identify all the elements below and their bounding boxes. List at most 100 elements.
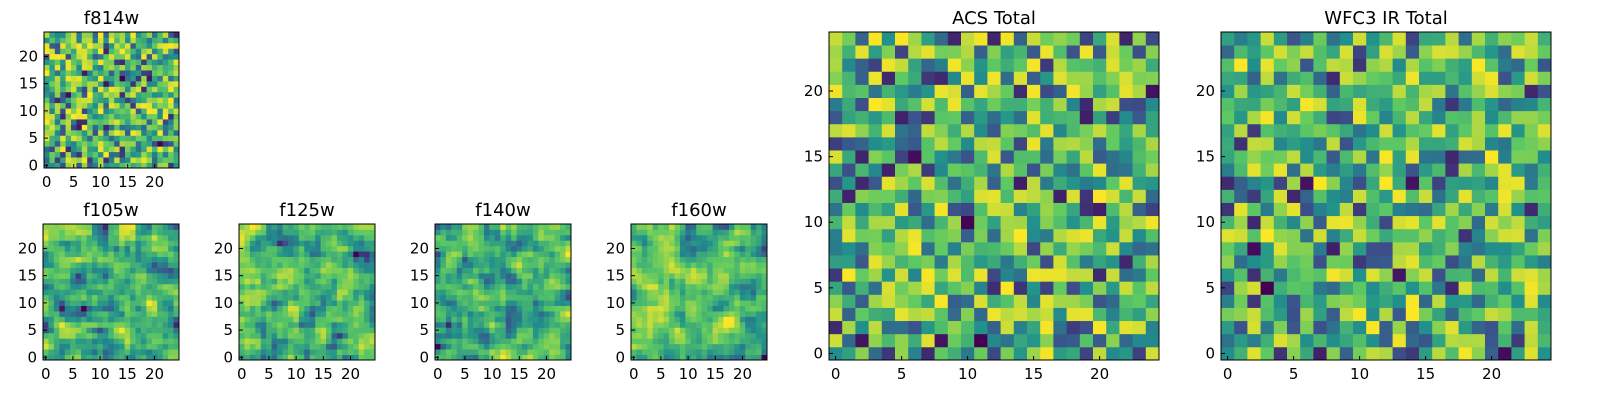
heatmap-cell <box>364 289 370 296</box>
heatmap-cell <box>287 272 294 279</box>
heatmap-cell <box>522 262 528 268</box>
heatmap-cell <box>260 251 267 258</box>
heatmap-cell <box>696 256 703 263</box>
heatmap-cell <box>462 283 469 290</box>
heatmap-cell <box>636 316 643 323</box>
heatmap-cell <box>921 123 935 138</box>
heatmap-cell <box>549 354 556 361</box>
heatmap-cell <box>456 224 463 230</box>
heatmap-cell <box>1524 294 1539 308</box>
heatmap-cell <box>326 234 332 241</box>
heatmap-cell <box>1379 110 1393 125</box>
heatmap-cell <box>934 32 949 46</box>
heatmap-cell <box>855 136 869 151</box>
heatmap-cell <box>76 59 83 66</box>
heatmap-cell <box>173 234 180 241</box>
heatmap-cell <box>130 294 136 301</box>
heatmap-cell <box>108 283 115 290</box>
heatmap-cell <box>734 354 741 361</box>
heatmap-cell <box>277 262 283 268</box>
heatmap-cell <box>1419 32 1433 46</box>
heatmap-cell <box>1326 255 1341 269</box>
heatmap-cell <box>168 311 174 317</box>
heatmap-cell <box>500 311 507 317</box>
heatmap-cell <box>881 123 896 138</box>
heatmap-cell <box>75 289 82 296</box>
heatmap-cell <box>315 278 321 285</box>
heatmap-cell <box>364 294 370 301</box>
heatmap-cell <box>141 91 147 98</box>
heatmap-cell <box>71 91 77 98</box>
heatmap-cell <box>473 294 479 301</box>
heatmap-cell <box>1366 97 1380 112</box>
heatmap-cell <box>500 262 507 268</box>
heatmap-cell <box>1392 123 1407 138</box>
heatmap-cell <box>54 42 61 49</box>
heatmap-cell <box>1040 189 1054 203</box>
heatmap-cell <box>336 343 343 350</box>
heatmap-cell <box>1000 268 1015 282</box>
heatmap-cell <box>543 267 550 274</box>
heatmap-cell <box>1027 215 1041 230</box>
heatmap-cell <box>532 349 539 355</box>
heatmap-cell <box>718 294 724 301</box>
heatmap-cell <box>987 215 1001 230</box>
heatmap-cell <box>679 251 686 258</box>
heatmap-cell <box>1326 71 1341 85</box>
heatmap-cell <box>549 240 556 247</box>
heatmap-cell <box>1260 84 1275 98</box>
heatmap-cell <box>652 234 659 241</box>
heatmap-cell <box>1027 346 1041 361</box>
heatmap-cell <box>152 157 158 163</box>
heatmap-cell <box>293 332 300 339</box>
heatmap-cell <box>868 346 883 361</box>
heatmap-cell <box>750 349 757 355</box>
heatmap-cell <box>842 45 856 59</box>
heatmap-cell <box>287 251 294 258</box>
heatmap-cell <box>266 327 273 334</box>
heatmap-cell <box>293 289 300 296</box>
heatmap-cell <box>146 283 153 290</box>
heatmap-cell <box>1145 58 1160 72</box>
heatmap-cell <box>135 91 142 98</box>
heatmap-cell <box>1066 202 1081 217</box>
heatmap-cell <box>1027 320 1041 335</box>
heatmap-cell <box>1405 228 1420 243</box>
heatmap-cell <box>1419 294 1433 308</box>
heatmap-cell <box>102 224 109 230</box>
heatmap-cell <box>934 346 949 361</box>
heatmap-cell <box>173 48 180 55</box>
heatmap-cell <box>97 278 104 285</box>
heatmap-cell <box>124 283 131 290</box>
heatmap-cell <box>1287 346 1301 361</box>
heatmap-cell <box>168 108 174 114</box>
heatmap-cell <box>358 245 365 252</box>
heatmap-cell <box>81 245 87 252</box>
heatmap-cell <box>723 327 730 334</box>
heatmap-cell <box>347 234 354 241</box>
heatmap-cell <box>92 162 99 169</box>
heatmap-cell <box>511 332 517 339</box>
heatmap-cell <box>987 202 1001 217</box>
heatmap-cell <box>119 91 126 98</box>
heatmap-cell <box>1300 241 1314 256</box>
heatmap-cell <box>157 97 164 104</box>
heatmap-cell <box>1339 163 1354 177</box>
heatmap-cell <box>108 245 115 252</box>
heatmap-cell <box>1405 281 1420 295</box>
heatmap-cell <box>146 42 153 49</box>
heatmap-cell <box>1537 294 1552 308</box>
heatmap-cell <box>135 129 142 136</box>
heatmap-cell <box>750 272 757 279</box>
heatmap-cell <box>315 300 321 306</box>
heatmap-cell <box>173 311 180 317</box>
y-tick-label: 20 <box>18 239 37 257</box>
heatmap-cell <box>494 321 501 328</box>
heatmap-cell <box>532 245 539 252</box>
heatmap-cell <box>146 53 153 60</box>
heatmap-cell <box>462 343 469 350</box>
heatmap-cell <box>260 240 267 247</box>
heatmap-cell <box>516 234 523 241</box>
heatmap-cell <box>168 267 174 274</box>
heatmap-cell <box>92 53 99 60</box>
